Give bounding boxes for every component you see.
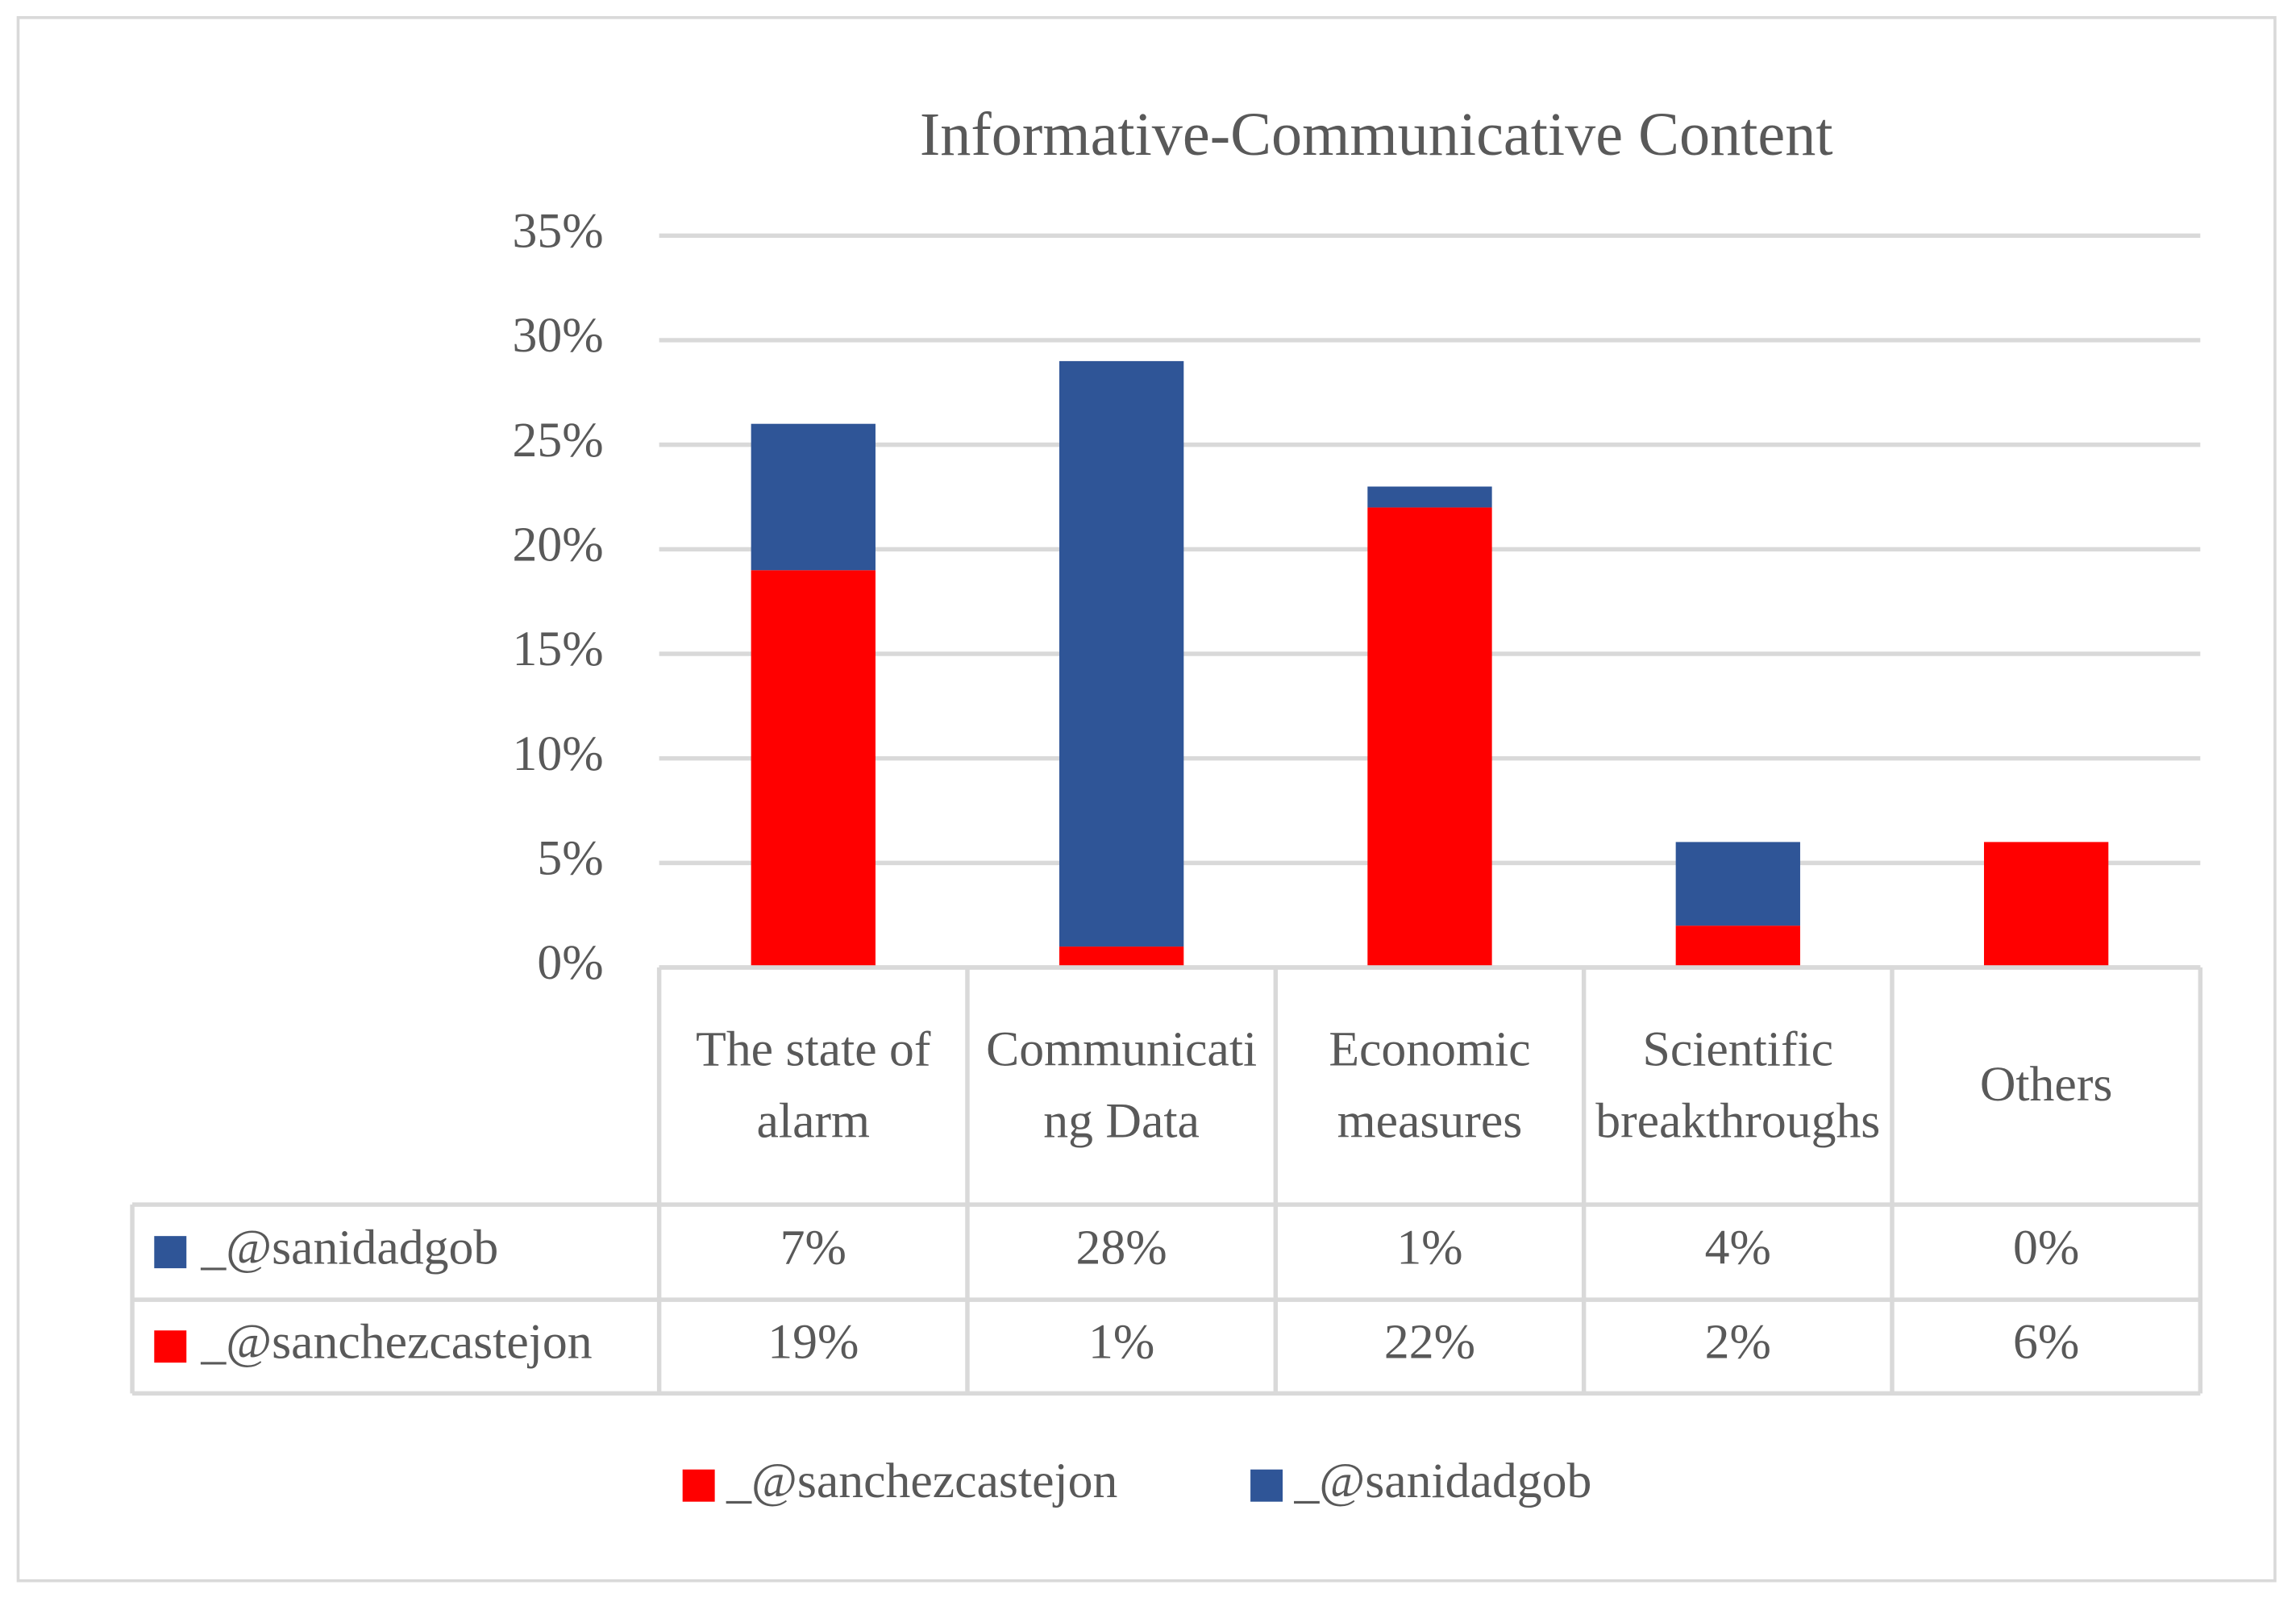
bar-segment xyxy=(751,423,876,571)
x-tick-label: The state of alarm xyxy=(696,1022,931,1150)
y-tick-label: 20% xyxy=(513,517,604,572)
table-value: 1% xyxy=(1088,1314,1154,1369)
table-value: 28% xyxy=(1076,1220,1167,1275)
x-category-cell: Others xyxy=(1979,1059,2113,1113)
table-legend-key xyxy=(154,1236,187,1269)
legend-key xyxy=(682,1469,715,1502)
table-row-label: _@sanchezcastejon xyxy=(200,1314,592,1369)
legend-key xyxy=(1250,1469,1283,1502)
y-tick-label: 5% xyxy=(537,831,603,886)
bar-segment xyxy=(1675,842,1800,926)
bar-segment xyxy=(1059,946,1184,968)
table-value: 22% xyxy=(1384,1314,1475,1369)
x-tick-label: Communicating Data xyxy=(986,1022,1258,1150)
bar-segment xyxy=(1367,486,1492,508)
x-category-cell: Economic measures xyxy=(1329,1022,1531,1150)
table-value: 7% xyxy=(780,1220,846,1275)
table-value: 19% xyxy=(767,1314,859,1369)
bar-segment xyxy=(751,570,876,968)
x-category-cell: Scientific breakthroughs xyxy=(1595,1022,1881,1150)
legend-label: _@sanidadgob xyxy=(1294,1454,1592,1508)
bar-segment xyxy=(1059,360,1184,947)
chart-title: Informative-Communicative Content xyxy=(920,101,1833,168)
table-legend-key xyxy=(154,1330,187,1363)
table-value: 0% xyxy=(2013,1220,2079,1275)
table-value: 6% xyxy=(2013,1314,2079,1369)
table-value: 4% xyxy=(1705,1220,1771,1275)
legend-label: _@sanchezcastejon xyxy=(726,1454,1117,1508)
y-tick-label: 25% xyxy=(513,413,604,468)
x-tick-label: Others xyxy=(1979,1059,2113,1113)
x-tick-label: Economic measures xyxy=(1329,1022,1531,1150)
table-value: 1% xyxy=(1396,1220,1462,1275)
y-tick-label: 0% xyxy=(537,935,603,990)
x-category-cell: Communicating Data xyxy=(986,1022,1258,1150)
table-value: 2% xyxy=(1705,1314,1771,1369)
y-tick-label: 15% xyxy=(513,622,604,676)
y-tick-label: 35% xyxy=(513,203,604,258)
x-tick-label: Scientific breakthroughs xyxy=(1595,1022,1881,1150)
bar-segment xyxy=(1983,842,2109,968)
bar-segment xyxy=(1675,926,1800,968)
table-row-label: _@sanidadgob xyxy=(200,1220,498,1275)
x-category-cell: The state of alarm xyxy=(696,1022,931,1150)
y-tick-label: 10% xyxy=(513,726,604,781)
bar-segment xyxy=(1367,507,1492,968)
y-tick-label: 30% xyxy=(513,308,604,363)
